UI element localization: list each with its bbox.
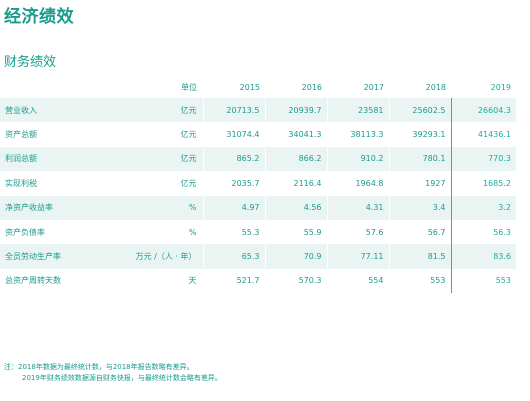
value-cell: 38113.3 (326, 122, 389, 147)
table-header-row: 单位 2015 2016 2017 2018 2019 (0, 77, 516, 98)
value-cell: 2035.7 (202, 171, 265, 196)
value-cell: 20939.7 (264, 98, 327, 123)
value-cell: 23581 (326, 98, 389, 123)
value-cell: 1964.8 (326, 171, 389, 196)
value-cell: 83.6 (450, 244, 516, 269)
row-label: 利润总额 (0, 146, 100, 172)
value-cell: 865.2 (202, 146, 265, 172)
value-cell: 866.2 (264, 146, 327, 172)
row-unit: 亿元 (100, 98, 203, 123)
header-year: 2019 (490, 83, 511, 92)
value-cell: 55.3 (202, 219, 265, 245)
value-cell: 31074.4 (202, 122, 265, 147)
row-unit: % (100, 195, 203, 220)
row-label: 总资产周转天数 (5, 276, 61, 286)
footnote-line: 注：2018年数据为最终统计数，与2018年报告数略有差异。 (4, 363, 194, 371)
row-label: 资产总额 (5, 130, 37, 140)
table-row: 营业收入 亿元 20713.5 20939.7 23581 25602.5 26… (0, 98, 516, 123)
value-cell: 26604.3 (450, 98, 516, 123)
footnote: 注：2018年数据为最终统计数，与2018年报告数略有差异。 2019年财务绩效… (4, 362, 222, 384)
value-cell: 553 (388, 268, 451, 294)
row-label: 资产负债率 (5, 227, 45, 237)
header-year: 2017 (363, 83, 384, 92)
row-label: 净资产收益率 (0, 195, 100, 220)
value-cell: 3.4 (388, 195, 451, 220)
value-cell: 25602.5 (388, 98, 451, 123)
value-cell: 56.7 (388, 219, 451, 245)
header-blank (0, 77, 100, 98)
value-cell: 554 (326, 268, 389, 294)
value-cell: 521.7 (202, 268, 265, 294)
value-cell: 570.3 (264, 268, 327, 294)
value-cell: 20713.5 (202, 98, 265, 123)
value-cell: 770.3 (450, 146, 516, 172)
value-cell: 4.56 (264, 195, 327, 220)
value-cell: 57.6 (326, 219, 389, 245)
table-row: 净资产收益率 % 4.97 4.56 4.31 3.4 3.2 (0, 195, 516, 220)
page-title: 经济绩效 (4, 7, 74, 27)
row-unit: 亿元 (100, 146, 203, 172)
table-row: 全员劳动生产率 万元 /（人 · 年） 65.3 70.9 77.11 81.5… (0, 244, 516, 269)
table-row: 资产负债率 % 55.3 55.9 57.6 56.7 56.3 (0, 219, 516, 245)
row-unit: % (188, 227, 197, 237)
value-cell: 780.1 (388, 146, 451, 172)
table-row: 利润总额 亿元 865.2 866.2 910.2 780.1 770.3 (0, 146, 516, 172)
value-cell: 3.2 (450, 195, 516, 220)
value-cell: 81.5 (388, 244, 451, 269)
row-unit: 亿元 (180, 178, 197, 188)
section-title: 财务绩效 (4, 55, 57, 70)
row-label: 实现利税 (5, 178, 37, 188)
value-cell: 34041.3 (264, 122, 327, 147)
value-cell: 39293.1 (388, 122, 451, 147)
value-cell: 55.9 (264, 219, 327, 245)
row-unit: 万元 /（人 · 年） (100, 244, 203, 269)
value-cell: 41436.1 (450, 122, 516, 147)
row-label: 全员劳动生产率 (0, 244, 100, 269)
value-cell: 910.2 (326, 146, 389, 172)
value-cell: 70.9 (264, 244, 327, 269)
table-row: 总资产周转天数 天 521.7 570.3 554 553 553 (0, 268, 516, 294)
header-unit: 单位 (181, 83, 197, 92)
value-cell: 1927 (388, 171, 451, 196)
row-unit: 亿元 (180, 130, 197, 140)
value-cell: 2116.4 (264, 171, 327, 196)
value-cell: 56.3 (450, 219, 516, 245)
value-cell: 4.97 (202, 195, 265, 220)
header-year: 2015 (239, 83, 260, 92)
financial-performance-table: 单位 2015 2016 2017 2018 2019 营业收入 亿元 2071… (0, 77, 516, 294)
header-year: 2018 (425, 83, 446, 92)
table-row: 资产总额 亿元 31074.4 34041.3 38113.3 39293.1 … (0, 122, 516, 147)
value-cell: 553 (450, 268, 516, 294)
footnote-line: 2019年财务绩效数据源自财务快报，与最终统计数会略有差异。 (22, 374, 222, 382)
value-cell: 77.11 (326, 244, 389, 269)
header-year: 2016 (301, 83, 322, 92)
row-label: 营业收入 (0, 98, 100, 123)
value-cell: 65.3 (202, 244, 265, 269)
row-unit: 天 (188, 276, 197, 286)
value-cell: 4.31 (326, 195, 389, 220)
value-cell: 1685.2 (450, 171, 516, 196)
table-row: 实现利税 亿元 2035.7 2116.4 1964.8 1927 1685.2 (0, 171, 516, 196)
